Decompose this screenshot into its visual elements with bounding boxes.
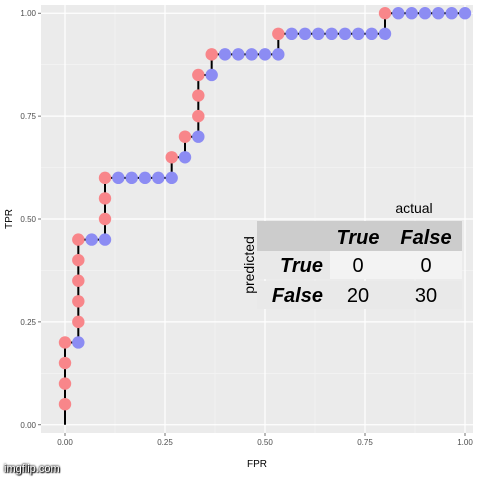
point-false	[85, 233, 98, 246]
point-true	[72, 274, 85, 287]
table-cell-true-true: 0	[352, 255, 363, 277]
x-axis-title: FPR	[247, 459, 267, 470]
point-false	[245, 48, 258, 61]
point-false	[352, 27, 365, 41]
point-true	[192, 68, 205, 82]
point-true	[72, 315, 85, 329]
table-col-header-true: True	[337, 227, 380, 249]
table-cell-false-true: 20	[347, 285, 369, 307]
point-true	[72, 233, 85, 246]
x-tick-label: 0.25	[157, 438, 173, 447]
point-true	[192, 89, 205, 102]
point-true	[98, 212, 112, 226]
table-cell-bg	[330, 281, 393, 309]
y-axis-title: TPR	[4, 209, 15, 229]
point-false	[205, 68, 218, 82]
point-false	[125, 171, 138, 185]
table-col-caption: actual	[395, 200, 432, 216]
point-true	[165, 151, 178, 164]
y-tick-label: 0.00	[20, 421, 36, 430]
table-cell-bg	[393, 281, 462, 309]
point-true	[58, 377, 72, 390]
point-false	[445, 7, 458, 20]
axes: 0.00 0.25 0.50 0.75 1.00 0.00 0.25 0.50 0.75 1.00	[20, 9, 473, 447]
table-cell-true-false: 0	[420, 255, 431, 277]
point-true	[205, 48, 218, 61]
confusion-table: actual predicted True False True 0 0 Fal…	[241, 200, 462, 309]
point-false	[72, 336, 85, 349]
table-cell-false-false: 30	[415, 285, 437, 307]
point-false	[432, 7, 445, 20]
point-false	[218, 48, 232, 61]
table-cell-bg	[330, 251, 393, 279]
table-col-header-false-bg	[393, 221, 462, 251]
point-false	[272, 48, 285, 61]
table-row-header-false: False	[272, 285, 323, 307]
roc-points	[58, 7, 472, 411]
point-false	[378, 27, 392, 41]
point-false	[285, 27, 298, 41]
point-false	[178, 151, 192, 164]
table-row-header-false-bg	[257, 281, 330, 309]
point-true	[58, 356, 72, 370]
point-true	[178, 130, 192, 143]
point-false	[418, 7, 432, 20]
grid-lines	[41, 5, 473, 433]
x-tick-label: 1.00	[457, 438, 473, 447]
point-false	[312, 27, 325, 41]
x-tick-label: 0.00	[57, 438, 73, 447]
table-col-header-true-bg	[330, 221, 393, 251]
table-col-header-false: False	[400, 227, 451, 249]
table-row-header-true-bg	[257, 251, 330, 279]
point-true	[378, 7, 392, 20]
point-false	[98, 233, 112, 246]
table-row-caption: predicted	[241, 236, 257, 294]
point-false	[258, 48, 272, 61]
x-tick-label: 0.75	[357, 438, 373, 447]
point-true	[272, 27, 285, 41]
point-false	[365, 27, 378, 41]
table-cell-bg	[393, 251, 462, 279]
point-false	[112, 171, 125, 185]
y-tick-label: 1.00	[20, 9, 36, 18]
point-true	[98, 192, 112, 205]
point-false	[165, 171, 178, 185]
y-tick-label: 0.50	[20, 215, 36, 224]
point-false	[192, 130, 205, 143]
table-row-header-true: True	[280, 255, 323, 277]
point-true	[58, 336, 72, 349]
point-true	[98, 171, 112, 185]
point-true	[192, 109, 205, 123]
point-false	[458, 7, 472, 20]
point-false	[405, 7, 418, 20]
point-false	[232, 48, 245, 61]
watermark-text: imgflip.com	[4, 463, 60, 475]
y-tick-label: 0.75	[20, 112, 36, 121]
point-false	[392, 7, 405, 20]
point-false	[325, 27, 338, 41]
y-tick-label: 0.25	[20, 318, 36, 327]
table-header-corner	[257, 221, 330, 251]
point-false	[138, 171, 152, 185]
point-false	[152, 171, 165, 185]
point-false	[298, 27, 312, 41]
point-false	[338, 27, 352, 41]
x-tick-label: 0.50	[257, 438, 273, 447]
point-true	[58, 397, 72, 411]
point-true	[72, 295, 85, 308]
point-true	[72, 253, 85, 267]
